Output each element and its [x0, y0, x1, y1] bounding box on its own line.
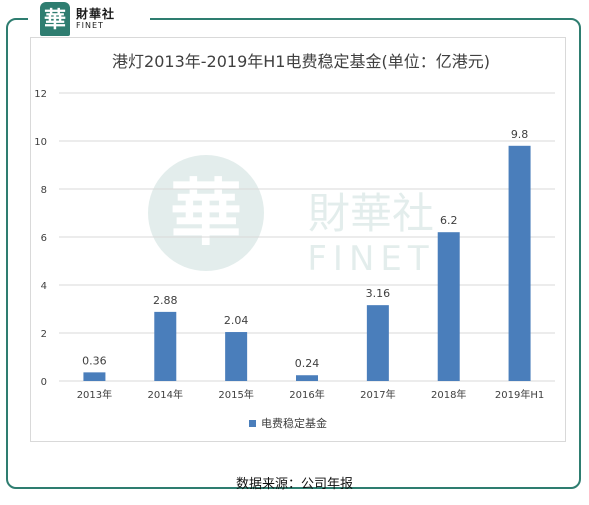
bar [366, 305, 389, 381]
finet-logo: 華 財華社 FINET [40, 2, 115, 36]
data-label: 0.36 [82, 354, 107, 367]
watermark-english-name: FINET [307, 239, 434, 279]
chart-title: 港灯2013年-2019年H1电费稳定基金(单位：亿港元) [112, 52, 490, 71]
legend: 电费稳定基金 [249, 416, 327, 430]
bars [83, 145, 531, 381]
bar [225, 332, 248, 381]
data-labels: 0.36 2.88 2.04 0.24 3.16 6.2 9.8 [82, 128, 528, 370]
bar [83, 372, 106, 381]
bar [154, 311, 177, 381]
x-tick-label: 2018年 [431, 388, 466, 401]
y-tick-label: 2 [41, 329, 47, 340]
bar [508, 145, 531, 381]
legend-swatch [249, 420, 256, 427]
x-tick-label: 2017年 [360, 388, 395, 401]
logo-mark-glyph: 華 [44, 7, 66, 33]
data-label: 2.04 [224, 314, 249, 327]
y-tick-label: 10 [34, 137, 47, 148]
y-tick-label: 12 [34, 89, 47, 100]
x-tick-label: 2019年H1 [495, 388, 544, 401]
y-tick-label: 4 [41, 281, 47, 292]
outer-frame [6, 18, 581, 489]
y-tick-label: 6 [41, 233, 47, 244]
y-axis-ticks: 0 2 4 6 8 10 12 [34, 89, 47, 388]
watermark-mark: 華 [170, 170, 242, 255]
gridlines [59, 92, 555, 382]
watermark-circle [148, 155, 264, 271]
logo-mark-text: 華 [44, 7, 66, 33]
data-label: 9.8 [511, 128, 528, 141]
data-label: 3.16 [366, 287, 391, 300]
chart-container: 華 財華社 FINET 港灯2013年-2019年H1电费稳定基金(单位：亿港元… [30, 37, 566, 442]
y-tick-label: 8 [41, 185, 47, 196]
data-label: 0.24 [295, 357, 320, 370]
watermark-chinese-name: 財華社 [308, 189, 434, 238]
logo-chinese-name: 財華社 [76, 7, 116, 21]
x-tick-label: 2013年 [77, 388, 112, 401]
y-tick-label: 0 [41, 377, 47, 388]
data-label: 6.2 [440, 214, 458, 227]
bar-chart: 華 財華社 FINET 港灯2013年-2019年H1电费稳定基金(单位：亿港元… [34, 52, 555, 430]
watermark: 華 財華社 FINET [148, 155, 434, 279]
bar [437, 232, 460, 381]
data-source: 数据来源：公司年报 [235, 477, 353, 492]
bar [296, 375, 318, 381]
x-tick-label: 2015年 [218, 388, 253, 401]
finet-logo-mark: 華 [40, 2, 70, 36]
logo-english-name: FINET [76, 21, 104, 30]
legend-label: 电费稳定基金 [261, 416, 327, 430]
x-tick-label: 2016年 [289, 388, 324, 401]
x-tick-label: 2014年 [148, 388, 183, 401]
x-axis-ticks: 2013年 2014年 2015年 2016年 2017年 2018年 2019年H1 [77, 388, 545, 401]
data-label: 2.88 [153, 294, 178, 307]
